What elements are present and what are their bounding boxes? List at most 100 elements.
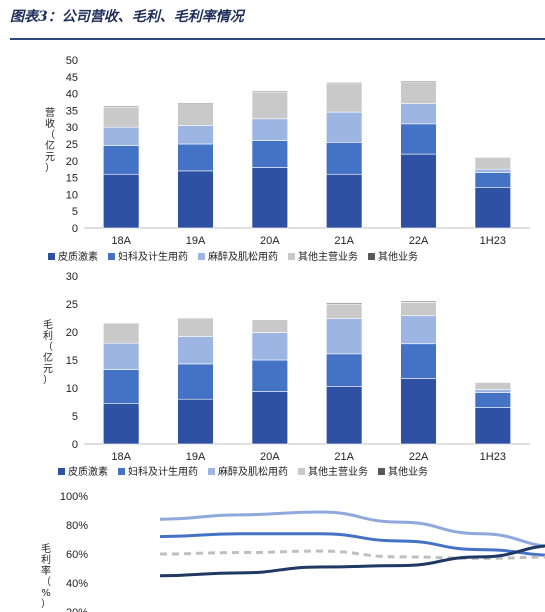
x-tick-label: 22A bbox=[409, 451, 429, 463]
y-axis-label: 营收（亿元） bbox=[45, 106, 55, 174]
x-tick-label: 18A bbox=[111, 235, 131, 247]
bar-segment bbox=[177, 103, 214, 126]
y-tick-label: 80% bbox=[66, 520, 88, 532]
bar-segment bbox=[400, 300, 437, 303]
y-tick-label: 5 bbox=[72, 206, 78, 218]
bar-segment bbox=[103, 342, 140, 370]
x-tick-label: 21A bbox=[334, 451, 354, 463]
legend-swatch bbox=[298, 468, 305, 475]
bar-segment bbox=[177, 363, 214, 400]
bar-segment bbox=[103, 126, 140, 146]
y-axis-label-char: 利 bbox=[41, 554, 51, 566]
y-tick-label: 25 bbox=[66, 139, 78, 151]
bar-segment bbox=[326, 303, 363, 319]
bar-segment bbox=[474, 381, 511, 383]
bar-segment bbox=[400, 315, 437, 345]
x-tick-label: 21A bbox=[334, 235, 354, 247]
legend-entry: 妇科及计生用药 bbox=[128, 465, 198, 478]
legend-entry: 其他业务 bbox=[378, 250, 418, 263]
legend-swatch bbox=[368, 253, 375, 260]
bar-segment bbox=[326, 353, 363, 387]
bar-segment bbox=[251, 140, 288, 168]
bar-segment bbox=[103, 173, 140, 229]
y-tick-label: 30 bbox=[66, 122, 78, 134]
bar-segment bbox=[251, 359, 288, 392]
legend-swatch bbox=[58, 468, 65, 475]
y-tick-label: 15 bbox=[66, 173, 78, 185]
bar-segment bbox=[251, 118, 288, 141]
y-axis-label-char: （ bbox=[45, 129, 55, 141]
gross-profit-chart: 0 5 10 15 20 25 30 毛利（亿元） 18A 19A 20A 21A 22A 1H23 皮质激… bbox=[43, 271, 530, 478]
y-tick-label: 15 bbox=[66, 355, 78, 367]
x-tick-label: 20A bbox=[260, 451, 280, 463]
bar-segment bbox=[474, 187, 511, 229]
bar-segment bbox=[177, 317, 214, 319]
x-tick-label: 1H23 bbox=[480, 451, 506, 463]
bar-segment bbox=[103, 105, 140, 108]
legend-entry: 其他主营业务 bbox=[298, 250, 358, 263]
bar-segment bbox=[251, 391, 288, 445]
bar-segment bbox=[177, 170, 214, 229]
gross-margin-chart: 100%80%60%40%20%毛利率（%） bbox=[41, 491, 545, 612]
legend-entry: 麻醉及肌松用药 bbox=[208, 250, 278, 263]
y-axis-label-char: （ bbox=[43, 341, 53, 353]
y-tick-label: 35 bbox=[66, 105, 78, 117]
y-tick-label: 100% bbox=[60, 491, 88, 503]
y-tick-label: 30 bbox=[66, 271, 78, 283]
bar-segment bbox=[400, 153, 437, 229]
y-tick-label: 50 bbox=[66, 55, 78, 67]
legend-entry: 麻醉及肌松用药 bbox=[218, 465, 288, 478]
bar-segment bbox=[177, 102, 214, 104]
bar-segment bbox=[251, 332, 288, 361]
bar-segment bbox=[177, 398, 214, 445]
legend-entry: 其他主营业务 bbox=[308, 465, 368, 478]
y-axis-label-char: ） bbox=[45, 162, 55, 174]
x-tick-label: 22A bbox=[409, 235, 429, 247]
bar-segment bbox=[103, 369, 140, 404]
bar-segment bbox=[326, 111, 363, 143]
y-tick-label: 10 bbox=[66, 383, 78, 395]
bar-segment bbox=[474, 389, 511, 393]
y-axis-label: 毛利（亿元） bbox=[43, 319, 53, 386]
bar-segment bbox=[400, 80, 437, 83]
bar-segment bbox=[326, 83, 363, 113]
margin-series-line bbox=[159, 532, 545, 557]
y-axis-label-char: （ bbox=[41, 576, 51, 588]
bar-segment bbox=[400, 123, 437, 155]
bar-segment bbox=[177, 336, 214, 365]
legend-entry: 其他业务 bbox=[388, 465, 428, 478]
bar-segment bbox=[103, 322, 140, 344]
legend-swatch bbox=[198, 253, 205, 260]
legend-entry: 皮质激素 bbox=[58, 250, 98, 263]
bar-segment bbox=[103, 106, 140, 128]
x-tick-label: 1H23 bbox=[480, 235, 506, 247]
revenue-chart: 0 5 10 15 20 25 30 35 40 45 50 营收（亿元） 18A 19A 20A 21A 22… bbox=[45, 55, 530, 263]
x-tick-label: 19A bbox=[186, 451, 206, 463]
margin-series-line bbox=[159, 544, 545, 578]
x-tick-label: 20A bbox=[260, 235, 280, 247]
y-axis-label-char: 利 bbox=[43, 330, 53, 342]
y-axis-label-char: 率 bbox=[41, 564, 51, 577]
legend-swatch bbox=[48, 253, 55, 260]
bar-segment bbox=[474, 172, 511, 188]
x-tick-label: 19A bbox=[186, 235, 206, 247]
bar-segment bbox=[177, 125, 214, 145]
bar-segment bbox=[474, 157, 511, 170]
y-axis-label-char: 毛 bbox=[41, 543, 51, 555]
y-axis-label-char: 亿 bbox=[43, 351, 53, 364]
margin-series-line bbox=[159, 510, 545, 548]
y-axis-label-char: ） bbox=[41, 598, 51, 610]
y-axis-label-char: 元 bbox=[45, 152, 55, 163]
bar-segment bbox=[177, 317, 214, 337]
title-divider bbox=[10, 38, 545, 40]
y-axis-label-char: 元 bbox=[43, 364, 53, 375]
bar-segment bbox=[103, 145, 140, 175]
y-tick-label: 0 bbox=[72, 223, 78, 235]
y-tick-label: 60% bbox=[66, 549, 88, 561]
y-axis-label: 毛利率（%） bbox=[41, 543, 51, 610]
legend-swatch bbox=[118, 468, 125, 475]
bar-segment bbox=[400, 378, 437, 445]
bar-segment bbox=[177, 143, 214, 172]
y-tick-label: 20 bbox=[66, 327, 78, 339]
figure-title: 图表3：公司营收、毛利、毛利率情况 bbox=[10, 9, 244, 25]
